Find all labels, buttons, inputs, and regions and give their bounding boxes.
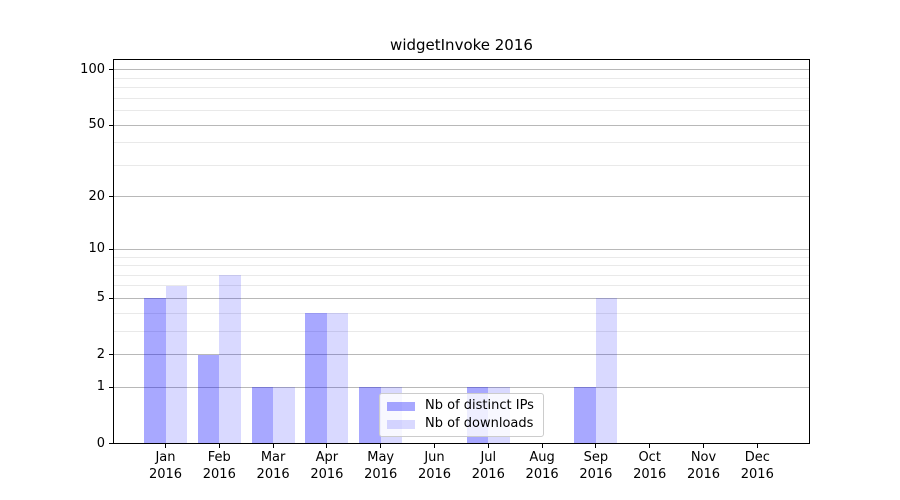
x-tick bbox=[649, 444, 651, 448]
x-tick-label-sep: Sep 2016 bbox=[579, 449, 613, 482]
x-tick bbox=[326, 444, 328, 448]
legend-swatch-downloads bbox=[387, 419, 415, 429]
y-tick bbox=[108, 297, 113, 299]
y-tick bbox=[108, 196, 113, 198]
x-tick-label-apr: Apr 2016 bbox=[310, 449, 344, 482]
x-tick bbox=[434, 444, 435, 448]
x-tick bbox=[756, 444, 758, 448]
bar-downloads-sep bbox=[595, 298, 618, 444]
y-tick-label: 1 bbox=[96, 379, 105, 395]
x-tick bbox=[541, 444, 543, 448]
y-tick bbox=[108, 248, 113, 250]
minor-gridline bbox=[114, 274, 809, 276]
minor-gridline bbox=[114, 110, 809, 112]
minor-gridline bbox=[114, 256, 809, 258]
y-tick bbox=[108, 69, 113, 71]
x-tick-label-jun: Jun 2016 bbox=[417, 449, 452, 482]
x-tick-label-feb: Feb 2016 bbox=[202, 449, 236, 482]
y-tick bbox=[108, 443, 113, 444]
legend-item-downloads: Nb of downloads bbox=[387, 415, 536, 433]
x-tick-label-may: May 2016 bbox=[364, 449, 398, 482]
bar-distinct-ips-may bbox=[359, 387, 381, 444]
x-tick bbox=[487, 444, 489, 448]
major-gridline bbox=[114, 386, 809, 388]
bar-distinct-ips-sep bbox=[574, 387, 596, 444]
bar-downloads-jan bbox=[165, 285, 187, 444]
major-gridline bbox=[114, 124, 809, 126]
bar-distinct-ips-apr bbox=[305, 313, 327, 444]
y-tick-label: 0 bbox=[96, 435, 105, 451]
legend-label-distinct-ips: Nb of distinct IPs bbox=[425, 398, 534, 413]
x-tick bbox=[272, 444, 274, 448]
x-tick-label-dec: Dec 2016 bbox=[740, 449, 774, 482]
chart-title: widgetInvoke 2016 bbox=[390, 36, 533, 54]
bar-downloads-mar bbox=[273, 387, 295, 444]
legend-label-downloads: Nb of downloads bbox=[425, 416, 534, 431]
bar-downloads-feb bbox=[219, 275, 241, 444]
x-tick bbox=[218, 444, 220, 448]
axes-frame bbox=[113, 59, 810, 444]
x-tick-label-mar: Mar 2016 bbox=[256, 449, 290, 482]
major-gridline bbox=[114, 69, 809, 71]
y-tick bbox=[108, 386, 113, 388]
x-tick bbox=[380, 444, 382, 448]
y-tick-label: 2 bbox=[96, 346, 105, 362]
major-gridline bbox=[114, 297, 809, 299]
x-tick-label-nov: Nov 2016 bbox=[686, 449, 721, 482]
bar-distinct-ips-mar bbox=[251, 387, 274, 444]
bar-distinct-ips-feb bbox=[197, 354, 220, 444]
x-tick bbox=[165, 444, 166, 448]
minor-gridline bbox=[114, 265, 809, 267]
minor-gridline bbox=[114, 312, 809, 314]
bar-downloads-apr bbox=[326, 313, 349, 444]
x-tick-label-jan: Jan 2016 bbox=[148, 449, 183, 482]
y-tick-label: 50 bbox=[88, 117, 105, 133]
x-tick-label-jul: Jul 2016 bbox=[471, 449, 505, 482]
minor-gridline bbox=[114, 164, 809, 166]
y-tick bbox=[108, 354, 113, 356]
y-tick bbox=[108, 124, 113, 126]
minor-gridline bbox=[114, 330, 809, 332]
major-gridline bbox=[114, 354, 809, 356]
x-tick-label-oct: Oct 2016 bbox=[633, 449, 667, 482]
major-gridline bbox=[114, 248, 809, 250]
x-tick bbox=[703, 444, 704, 448]
legend: Nb of distinct IPs Nb of downloads bbox=[379, 393, 544, 437]
y-tick-label: 20 bbox=[88, 188, 105, 204]
major-gridline bbox=[114, 196, 809, 198]
legend-swatch-distinct-ips bbox=[387, 401, 415, 411]
bar-distinct-ips-jan bbox=[144, 298, 166, 444]
minor-gridline bbox=[114, 285, 809, 287]
y-tick-label: 10 bbox=[88, 241, 105, 257]
minor-gridline bbox=[114, 142, 809, 144]
minor-gridline bbox=[114, 97, 809, 99]
x-tick-label-aug: Aug 2016 bbox=[525, 449, 559, 482]
minor-gridline bbox=[114, 77, 809, 79]
x-tick bbox=[595, 444, 597, 448]
y-tick-label: 5 bbox=[96, 290, 105, 306]
y-tick-label: 100 bbox=[80, 61, 105, 77]
minor-gridline bbox=[114, 87, 809, 89]
legend-item-distinct-ips: Nb of distinct IPs bbox=[387, 397, 536, 415]
